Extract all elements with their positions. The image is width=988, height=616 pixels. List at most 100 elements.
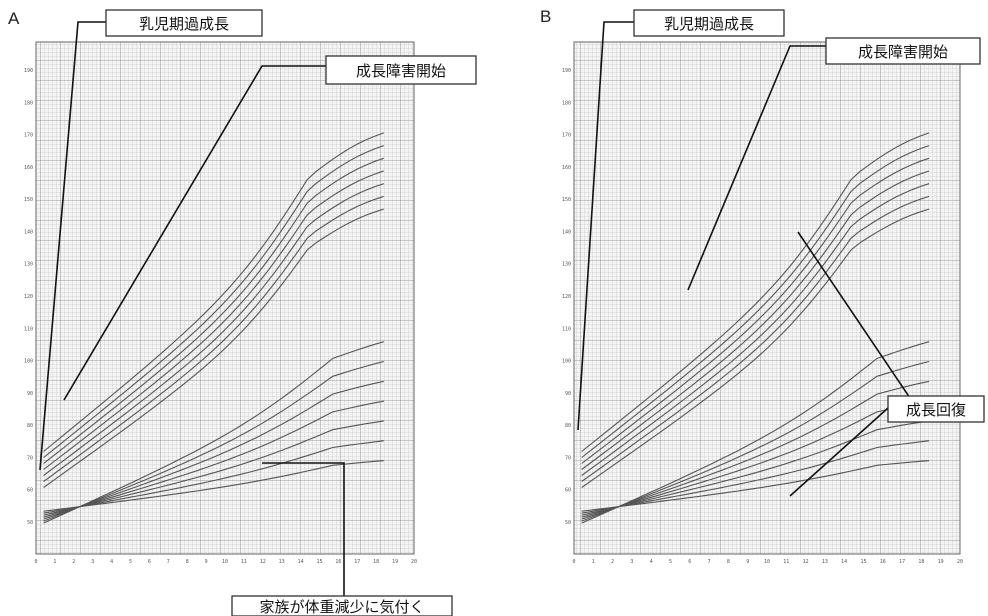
panel-b-x-tick: 16 [880, 559, 886, 565]
panel-b-x-tick: 13 [822, 559, 828, 565]
panel-letter-a: A [8, 9, 20, 28]
panel-b-x-tick: 8 [727, 559, 730, 565]
panel-b-height-percentile-line [581, 170, 930, 470]
panel-a-y-tick: 60 [27, 488, 33, 494]
panel-a-x-tick: 5 [129, 559, 132, 565]
panel-b-y-tick: 90 [565, 391, 571, 397]
panel-b: B 0 1 2 3 4 5 6 7 8 9 10 11 12 13 14 15 16 17 18 19 20 50607… [540, 7, 985, 565]
panel-b-y-tick: 60 [565, 488, 571, 494]
panel-a-y-tick: 50 [27, 520, 33, 526]
panel-a-x-tick: 0 [34, 559, 37, 565]
panel-a-y-tick: 130 [24, 262, 33, 268]
panel-a-x-tick: 1 [53, 559, 56, 565]
panel-a-x-tick: 18 [373, 559, 379, 565]
panel-b-weight-percentile-line [581, 400, 930, 518]
panel-a-weight-percentile-line [43, 460, 384, 512]
panel-a-height-percentile-line [43, 145, 384, 458]
panel-a-frame [35, 41, 415, 555]
panel-b-x-tick: 6 [688, 559, 691, 565]
panel-a-y-tick: 170 [24, 133, 33, 139]
panel-b-weight-percentile-line [581, 440, 930, 514]
panel-a-x-tick: 20 [411, 559, 417, 565]
panel-b-height-percentile-line [581, 145, 930, 458]
panel-b-weight-percentile-line [581, 380, 930, 520]
panel-a-x-tick: 2 [72, 559, 75, 565]
panel-a-x-tick: 17 [354, 559, 360, 565]
panel-b-x-tick: 9 [746, 559, 749, 565]
panel-b-height-percentile-line [581, 183, 930, 476]
panel-b-x-tick: 7 [708, 559, 711, 565]
panel-b-x-tick: 5 [669, 559, 672, 565]
panel-a-x-tick: 6 [148, 559, 151, 565]
panel-a-x-tick: 13 [279, 559, 285, 565]
panel-b-x-tick: 20 [957, 559, 963, 565]
panel-a-height-percentile-line [43, 208, 384, 488]
panel-a-x-tick: 15 [316, 559, 322, 565]
panel-b-weight-percentile-line [581, 420, 930, 516]
panel-b-y-tick: 150 [562, 197, 571, 203]
panel-a-callout-failure: 成長障害開始 [356, 62, 446, 80]
panel-b-leader-recovery-2 [789, 407, 889, 497]
panel-a-x-tick: 3 [91, 559, 94, 565]
panel-b-y-tick: 130 [562, 262, 571, 268]
panel-a-curves [43, 132, 384, 524]
panel-b-callout-box-recovery [887, 395, 985, 423]
panel-a-x-tick: 4 [110, 559, 113, 565]
panel-b-weight-percentile-line [581, 460, 930, 512]
panel-b-height-percentile-line [581, 157, 930, 464]
panel-b-weight-percentile-line [581, 360, 930, 522]
panel-a-weight-percentile-line [43, 380, 384, 520]
panel-b-y-tick: 70 [565, 455, 571, 461]
panel-b-x-tick: 12 [803, 559, 809, 565]
panel-b-y-tick: 80 [565, 423, 571, 429]
panel-a-x-tick: 9 [205, 559, 208, 565]
panel-a-height-percentile-line [43, 183, 384, 476]
panel-b-x-ticks: 0 1 2 3 4 5 6 7 8 9 10 11 12 13 14 15 16 17 18 19 20 [572, 559, 963, 565]
panel-b-x-tick: 18 [918, 559, 924, 565]
panel-a-callout-infant: 乳児期過成長 [139, 15, 229, 33]
panel-b-x-tick: 1 [592, 559, 595, 565]
panel-b-y-tick: 180 [562, 100, 571, 106]
panel-b-y-tick: 160 [562, 165, 571, 171]
panel-b-leader-recovery-1 [797, 231, 911, 399]
panel-a-grid-major [36, 42, 414, 554]
panel-a-x-tick: 14 [298, 559, 304, 565]
panel-a-y-tick: 80 [27, 423, 33, 429]
panel-a-y-ticks: 50 60 70 80 90 100 110 120 130 140 150 160 170 180 190 [24, 68, 33, 526]
panel-a-height-percentile-line [43, 157, 384, 464]
panel-b-y-tick: 120 [562, 294, 571, 300]
panel-b-height-percentile-line [581, 195, 930, 482]
panel-b-leader-infant [577, 21, 634, 431]
panel-a: A 0 1 2 3 4 5 6 7 8 9 10 11 12 13 14 15 16 17 18 19 20 50607… [8, 9, 477, 616]
panel-a-y-tick: 70 [27, 455, 33, 461]
panel-b-callout-infant: 乳児期過成長 [664, 15, 754, 33]
panel-a-x-ticks: 0 1 2 3 4 5 6 7 8 9 10 11 12 13 14 15 16 17 18 19 20 [34, 559, 417, 565]
panel-a-y-tick: 180 [24, 100, 33, 106]
panel-b-x-tick: 0 [572, 559, 575, 565]
panel-a-x-tick: 8 [186, 559, 189, 565]
panel-a-callout-family: 家族が体重減少に気付く [259, 598, 424, 616]
panel-a-callout-box-family [231, 595, 453, 616]
panel-a-x-tick: 19 [392, 559, 398, 565]
panel-b-y-ticks: 50 60 70 80 90 100 110 120 130 140 150 160 170 180 190 [562, 68, 571, 526]
panel-a-leader-failure [63, 65, 326, 401]
panel-a-callout-box-infant [105, 9, 263, 37]
panel-a-weight-percentile-line [43, 420, 384, 516]
panel-b-height-percentile-line [581, 208, 930, 488]
panel-b-curves [581, 132, 930, 524]
panel-b-y-tick: 110 [562, 326, 571, 332]
panel-b-frame [573, 41, 961, 555]
panel-b-y-tick: 100 [562, 359, 571, 365]
panel-a-callout-box-failure [325, 55, 477, 85]
panel-a-y-tick: 160 [24, 165, 33, 171]
panel-a-y-tick: 150 [24, 197, 33, 203]
panel-a-height-percentile-line [43, 170, 384, 470]
panel-a-weight-percentile-line [43, 400, 384, 518]
panel-a-x-tick: 12 [260, 559, 266, 565]
panel-a-y-tick: 190 [24, 68, 33, 74]
panel-a-x-tick: 11 [241, 559, 247, 565]
panel-a-height-percentile-line [43, 195, 384, 482]
panel-b-callout-recovery: 成長回復 [906, 401, 966, 419]
panel-letter-b: B [540, 7, 551, 26]
